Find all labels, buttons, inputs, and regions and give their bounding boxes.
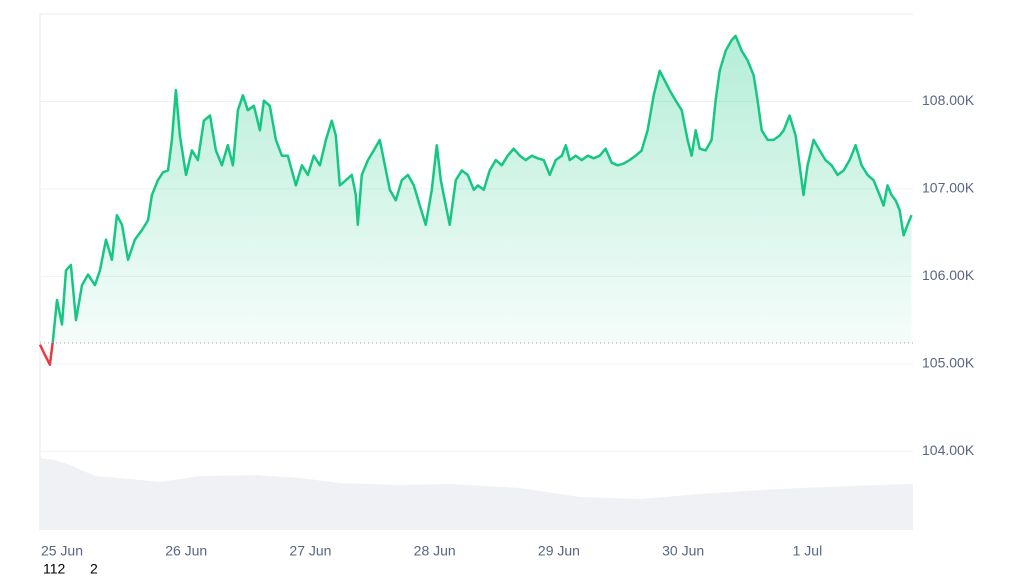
y-tick-label: 108.00K	[922, 92, 975, 108]
price-line	[51, 34, 913, 343]
x-tick-label: 25 Jun	[41, 543, 83, 559]
area	[52, 35, 912, 343]
volume-area	[40, 458, 913, 530]
x-tick-label: 28 Jun	[414, 543, 456, 559]
y-tick-label: 105.00K	[922, 355, 975, 371]
x-tick-label: 1 Jul	[793, 543, 823, 559]
x-tick-label: 29 Jun	[538, 543, 580, 559]
annotation: 2	[90, 561, 98, 576]
plot-frame	[39, 13, 913, 530]
x-tick-label: 27 Jun	[289, 543, 331, 559]
y-tick-label: 107.00K	[922, 180, 975, 196]
y-tick-label: 104.00K	[922, 442, 975, 458]
annotation: 112	[43, 561, 66, 576]
x-tick-label: 26 Jun	[165, 543, 207, 559]
x-tick-label: 30 Jun	[662, 543, 704, 559]
y-tick-label: 106.00K	[922, 267, 975, 283]
